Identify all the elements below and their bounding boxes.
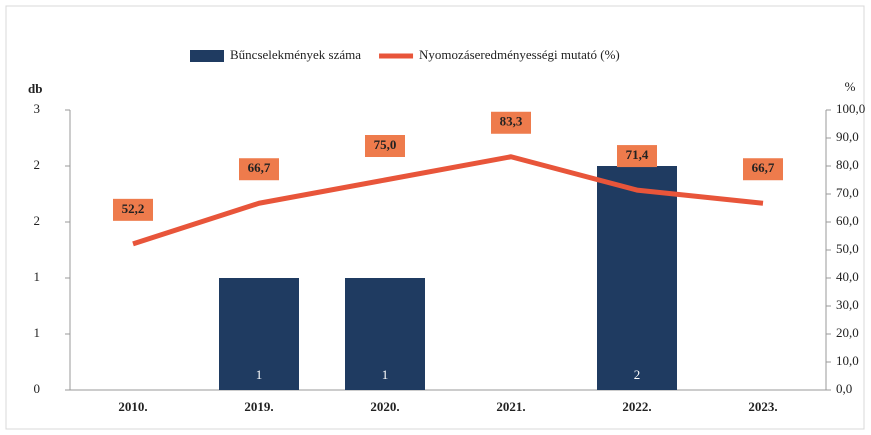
y-tick-label: 1 bbox=[34, 325, 41, 340]
legend-swatch bbox=[190, 50, 224, 62]
data-label: 83,3 bbox=[500, 114, 523, 129]
x-tick-label: 2019. bbox=[244, 399, 273, 414]
y2-tick-label: 70,0 bbox=[836, 185, 859, 200]
y-tick-label: 3 bbox=[34, 101, 41, 116]
y2-tick-label: 40,0 bbox=[836, 269, 859, 284]
bar bbox=[597, 166, 677, 390]
data-label-box bbox=[491, 111, 531, 134]
x-tick-label: 2022. bbox=[622, 399, 651, 414]
data-label-box bbox=[365, 135, 405, 157]
y2-tick-label: 60,0 bbox=[836, 213, 859, 228]
y-axis-label: db bbox=[28, 81, 42, 96]
y2-axis-label: % bbox=[845, 79, 856, 94]
y-tick-label: 1 bbox=[34, 269, 41, 284]
line bbox=[132, 154, 764, 247]
x-tick-label: 2021. bbox=[496, 399, 525, 414]
y2-tick-label: 10,0 bbox=[836, 353, 859, 368]
y2-tick-label: 90,0 bbox=[836, 129, 859, 144]
y2-tick-label: 100,0 bbox=[836, 101, 865, 116]
bar-value-label: 1 bbox=[382, 367, 389, 382]
bar bbox=[219, 278, 299, 390]
y-tick-label: 0 bbox=[34, 381, 41, 396]
y-tick-label: 2 bbox=[34, 213, 41, 228]
bar bbox=[345, 278, 425, 390]
legend-label: Bűncselekmények száma bbox=[230, 47, 361, 62]
y2-tick-label: 50,0 bbox=[836, 241, 859, 256]
data-label-box bbox=[239, 158, 279, 181]
data-label-box bbox=[743, 158, 783, 181]
chart-frame bbox=[5, 5, 865, 430]
bar-value-label: 1 bbox=[256, 367, 263, 382]
x-tick-label: 2020. bbox=[370, 399, 399, 414]
data-label-box bbox=[113, 198, 153, 221]
data-label-box bbox=[617, 145, 657, 168]
y2-tick-label: 20,0 bbox=[836, 325, 859, 340]
x-tick-label: 2010. bbox=[118, 399, 147, 414]
y2-tick-label: 0,0 bbox=[836, 381, 852, 396]
data-label: 71,4 bbox=[626, 147, 649, 162]
data-label: 75,0 bbox=[374, 137, 397, 152]
y-tick-label: 2 bbox=[34, 157, 41, 172]
y2-tick-label: 80,0 bbox=[836, 157, 859, 172]
legend-label: Nyomozáseredményességi mutató (%) bbox=[419, 47, 620, 62]
data-label: 52,2 bbox=[122, 201, 145, 216]
bar-value-label: 2 bbox=[634, 367, 641, 382]
y2-tick-label: 30,0 bbox=[836, 297, 859, 312]
x-tick-label: 2023. bbox=[748, 399, 777, 414]
data-label: 66,7 bbox=[248, 160, 271, 175]
data-label: 66,7 bbox=[752, 160, 775, 175]
